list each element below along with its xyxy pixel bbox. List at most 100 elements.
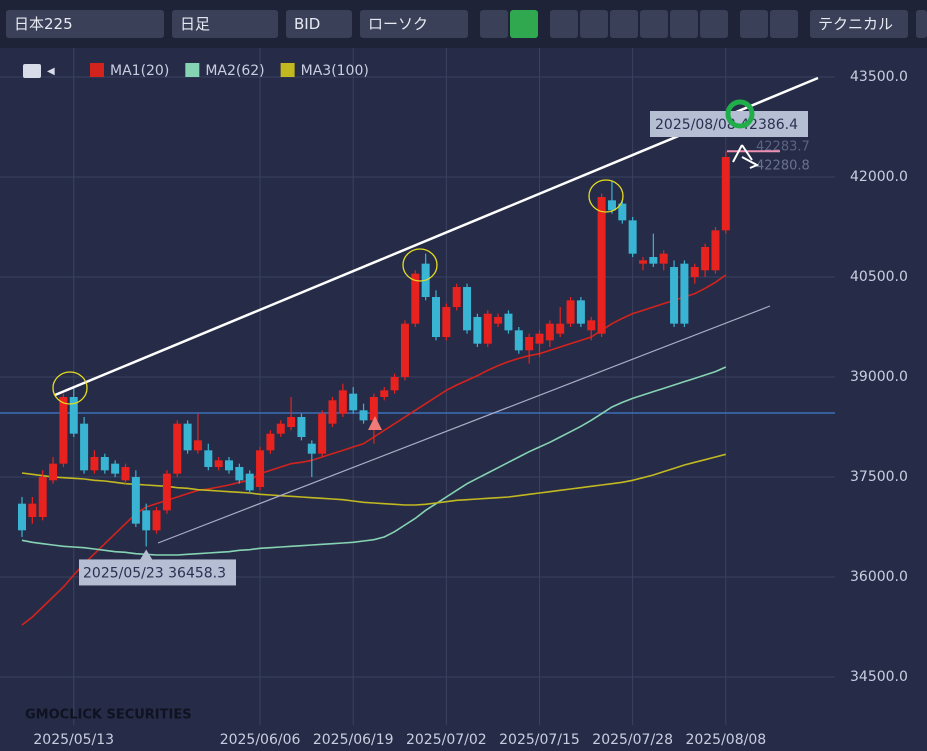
legend-collapse: ◀ <box>47 66 55 77</box>
candle-body <box>90 457 99 471</box>
crosshair-tool[interactable] <box>480 10 508 38</box>
period-select[interactable]: 日足 <box>172 10 278 38</box>
legend-label: MA2(62) <box>205 63 264 79</box>
plot-bg <box>0 48 927 751</box>
x-tick-label: 2025/06/19 <box>313 732 394 748</box>
candle-body <box>494 317 503 324</box>
candle-body <box>701 247 710 271</box>
x-tick-label: 2025/07/02 <box>406 732 487 748</box>
candle-body <box>721 157 730 231</box>
side-select[interactable]: BID <box>286 10 352 38</box>
high-label: 2025/08/08 42386.4 <box>655 117 798 133</box>
price-tag: 42283.7 <box>756 140 810 155</box>
more-button[interactable] <box>916 10 927 38</box>
candle-body <box>576 300 585 324</box>
legend-icon <box>23 64 41 78</box>
candle-body <box>235 467 244 481</box>
candle-body <box>359 410 368 421</box>
hand-arrow <box>732 144 760 169</box>
symbol-select[interactable]: 日本225 <box>6 10 164 38</box>
y-tick-label: 43500.0 <box>850 69 908 85</box>
candle-body <box>556 323 565 334</box>
signal-arrow <box>368 416 382 430</box>
candle-body <box>566 300 575 324</box>
candle-body <box>473 317 482 344</box>
style-select[interactable]: ローソク <box>360 10 468 38</box>
candle-body <box>69 397 78 434</box>
price-tag: 42280.8 <box>756 159 810 174</box>
candle-body <box>173 423 182 474</box>
candle-body <box>214 460 223 467</box>
technical-button[interactable]: テクニカル <box>810 10 908 38</box>
candle-body <box>659 253 668 264</box>
candle-body <box>338 390 347 414</box>
candle-body <box>225 460 233 471</box>
candle-body <box>628 220 637 254</box>
candle-body <box>287 417 296 427</box>
candle-body <box>525 337 534 351</box>
low-label: 2025/05/23 36458.3 <box>83 565 226 581</box>
x-tick-label: 2025/05/13 <box>33 732 114 748</box>
legend-swatch <box>90 63 104 77</box>
ma-line <box>21 366 727 556</box>
candle-body <box>349 393 358 411</box>
y-tick-label: 40500.0 <box>850 269 908 285</box>
candle-body <box>318 413 327 454</box>
candle-body <box>452 287 461 307</box>
candle-body <box>245 473 254 491</box>
ff-tool[interactable] <box>700 10 728 38</box>
candle-body <box>390 377 399 391</box>
candle-body <box>711 230 720 271</box>
y-tick-label: 39000.0 <box>850 369 908 385</box>
erase-tool[interactable] <box>740 10 768 38</box>
x-tick-label: 2025/07/15 <box>499 732 580 748</box>
candle-body <box>432 297 440 337</box>
candle-body <box>152 510 161 531</box>
candle-body <box>380 390 389 397</box>
channel-tool[interactable] <box>640 10 668 38</box>
candle-body <box>80 423 89 471</box>
candle-body <box>411 273 420 324</box>
candle-body <box>618 203 627 221</box>
candle-body <box>442 307 451 337</box>
y-tick-label: 36000.0 <box>850 569 908 585</box>
candle-body <box>369 397 378 421</box>
erase-all-tool[interactable] <box>770 10 798 38</box>
candle-body <box>121 467 130 481</box>
watermark: GMOCLICK SECURITIES <box>25 708 192 723</box>
candle-body <box>328 400 337 424</box>
pointer-tool[interactable] <box>510 10 538 38</box>
candle-body <box>680 263 689 324</box>
candle-body <box>607 200 616 211</box>
candle-body <box>639 260 647 264</box>
y-tick-label: 37500.0 <box>850 469 908 485</box>
legend-label: MA1(20) <box>110 63 169 79</box>
trendline-tool[interactable] <box>610 10 638 38</box>
candle-body <box>535 333 544 344</box>
candle-body <box>183 423 192 451</box>
vline-tool[interactable] <box>580 10 608 38</box>
candle-body <box>690 267 699 277</box>
candle-body <box>162 473 171 511</box>
fr-tool[interactable] <box>670 10 698 38</box>
candle-body <box>193 440 202 451</box>
candle-body <box>256 450 265 487</box>
support-line <box>157 305 771 544</box>
highlight-circle <box>588 179 624 213</box>
candle-body <box>276 423 285 434</box>
candle-body <box>597 197 606 334</box>
hline-tool[interactable] <box>550 10 578 38</box>
highlight-circle <box>402 248 438 282</box>
legend-label: MA3(100) <box>301 63 369 79</box>
candle-body <box>504 313 513 331</box>
candle-body <box>131 477 140 524</box>
candle-body <box>587 320 596 331</box>
candle-body <box>204 450 213 467</box>
candle-body <box>400 323 409 377</box>
candle-body <box>100 457 109 471</box>
legend-swatch <box>185 63 200 77</box>
x-tick-label: 2025/08/08 <box>685 732 766 748</box>
candle-body <box>463 287 472 331</box>
candle-body <box>514 330 523 351</box>
